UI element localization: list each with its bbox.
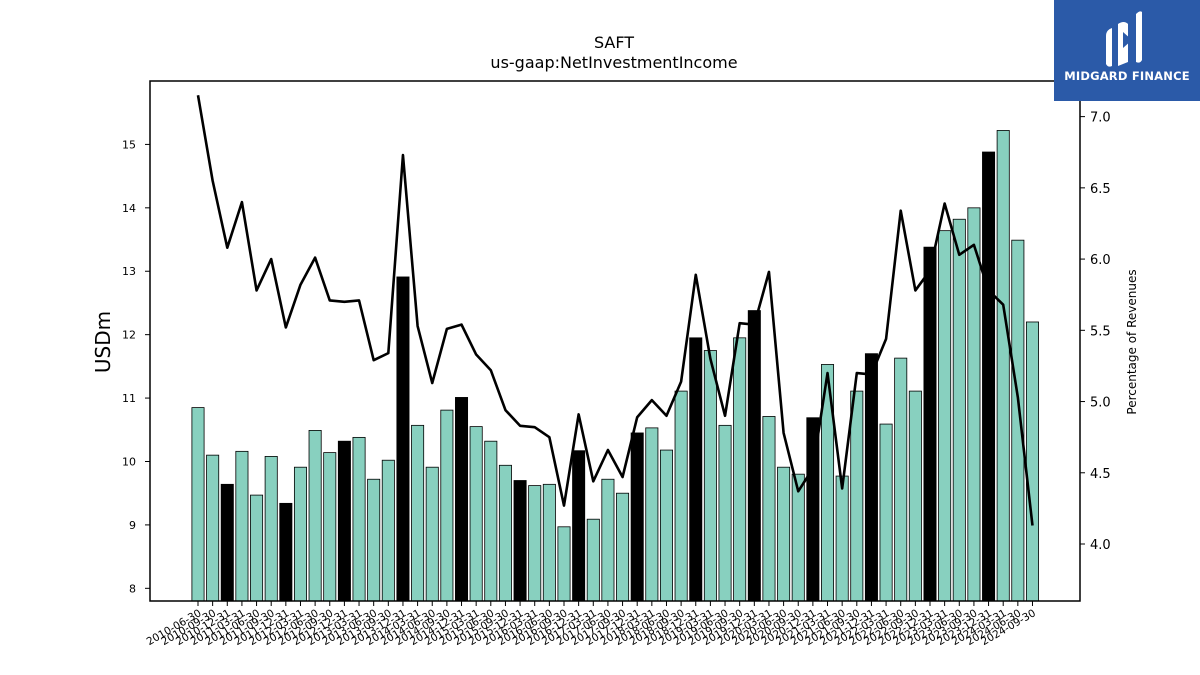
bar-2018-06-30 <box>659 449 673 602</box>
bar-2022-09-30 <box>908 390 922 602</box>
bar-2021-06-30 <box>835 475 849 602</box>
y2-tick-label: 7.0 <box>1090 111 1111 126</box>
bar-2013-06-30 <box>367 478 381 602</box>
bar-2012-03-31 <box>293 466 307 602</box>
bar-2016-09-30 <box>557 526 571 602</box>
y-axis-label: USDm <box>91 311 115 373</box>
bar-2014-12-31 <box>455 397 469 602</box>
bar-2013-12-31 <box>396 276 410 602</box>
bar-2010-09-30 <box>206 454 220 602</box>
bar-2017-06-30 <box>601 478 615 602</box>
y2-tick-label: 4.0 <box>1090 538 1111 553</box>
bar-2020-09-30 <box>791 473 805 602</box>
bar-2012-06-30 <box>308 430 322 602</box>
bar-2011-03-31 <box>235 450 249 602</box>
chart-title: SAFT <box>594 33 634 52</box>
y2-tick-label: 4.5 <box>1090 467 1111 482</box>
bar-2011-06-30 <box>250 494 264 602</box>
bar-2019-09-30 <box>733 337 747 602</box>
bar-2016-06-30 <box>542 483 556 602</box>
y-tick-label: 15 <box>122 138 136 151</box>
bar-2022-12-31 <box>923 246 937 602</box>
bar-2022-06-30 <box>894 357 908 602</box>
y2-tick-label: 5.0 <box>1090 396 1111 411</box>
bar-2014-06-30 <box>425 466 439 602</box>
bar-2016-12-31 <box>572 450 586 602</box>
bar-2012-12-31 <box>337 440 351 602</box>
bar-2024-03-31 <box>996 130 1010 602</box>
bar-2010-06-30 <box>191 407 205 602</box>
chart-subtitle: us-gaap:NetInvestmentIncome <box>490 53 737 72</box>
bar-2010-12-31 <box>220 483 234 602</box>
line-group <box>196 95 1034 526</box>
bar-2018-09-30 <box>674 390 688 602</box>
bar-2022-03-31 <box>879 423 893 602</box>
y-tick-label: 8 <box>129 582 136 595</box>
bar-2016-03-31 <box>528 485 542 602</box>
y-tick-label: 14 <box>122 202 136 215</box>
bar-2024-09-30 <box>1025 321 1039 602</box>
bar-2017-03-31 <box>586 518 600 602</box>
bar-2014-03-31 <box>411 424 425 602</box>
bar-2023-03-31 <box>938 230 952 602</box>
bar-2015-06-30 <box>484 440 498 602</box>
logo-text: MIDGARD FINANCE <box>1064 69 1190 83</box>
percentage-line <box>196 95 1034 526</box>
bar-2021-12-31 <box>864 353 878 602</box>
bar-2017-09-30 <box>616 492 630 602</box>
axes-group: 891011121314154.04.55.05.56.06.57.02010-… <box>122 111 1111 648</box>
y-tick-label: 10 <box>122 455 136 468</box>
bar-2021-09-30 <box>850 390 864 602</box>
bar-2013-09-30 <box>381 459 395 602</box>
bar-2023-09-30 <box>967 207 981 602</box>
y-tick-label: 12 <box>122 329 136 342</box>
bar-2015-09-30 <box>498 464 512 602</box>
bar-2019-03-31 <box>703 350 717 602</box>
bar-2017-12-31 <box>630 432 644 602</box>
bar-2015-03-31 <box>469 426 483 602</box>
y2-tick-label: 6.0 <box>1090 253 1111 268</box>
bars-group <box>191 130 1039 602</box>
y-tick-label: 11 <box>122 392 136 405</box>
bar-2020-03-31 <box>762 416 776 602</box>
plot-frame <box>149 80 1081 602</box>
y2-tick-label: 5.5 <box>1090 324 1111 339</box>
bar-2018-12-31 <box>689 337 703 602</box>
y2-tick-label: 6.5 <box>1090 182 1111 197</box>
bar-2023-06-30 <box>952 218 966 602</box>
bar-2011-09-30 <box>264 456 278 602</box>
y2-axis-label: Percentage of Revenues <box>1125 269 1139 414</box>
brand-logo: MIDGARD FINANCE <box>1054 0 1200 101</box>
midgard-logo-icon <box>1106 11 1142 67</box>
bar-2019-06-30 <box>718 424 732 602</box>
bar-2011-12-31 <box>279 502 293 602</box>
bar-2013-03-31 <box>352 436 366 602</box>
y-tick-label: 9 <box>129 519 136 532</box>
bar-2023-12-31 <box>982 151 996 602</box>
bar-2015-12-31 <box>513 480 527 602</box>
bar-2012-09-30 <box>323 452 337 602</box>
bar-2024-06-30 <box>1011 239 1025 602</box>
bar-2020-06-30 <box>777 466 791 602</box>
bar-2019-12-31 <box>747 310 761 602</box>
bar-2018-03-31 <box>645 427 659 602</box>
y-tick-label: 13 <box>122 265 136 278</box>
bar-2014-09-30 <box>440 409 454 602</box>
